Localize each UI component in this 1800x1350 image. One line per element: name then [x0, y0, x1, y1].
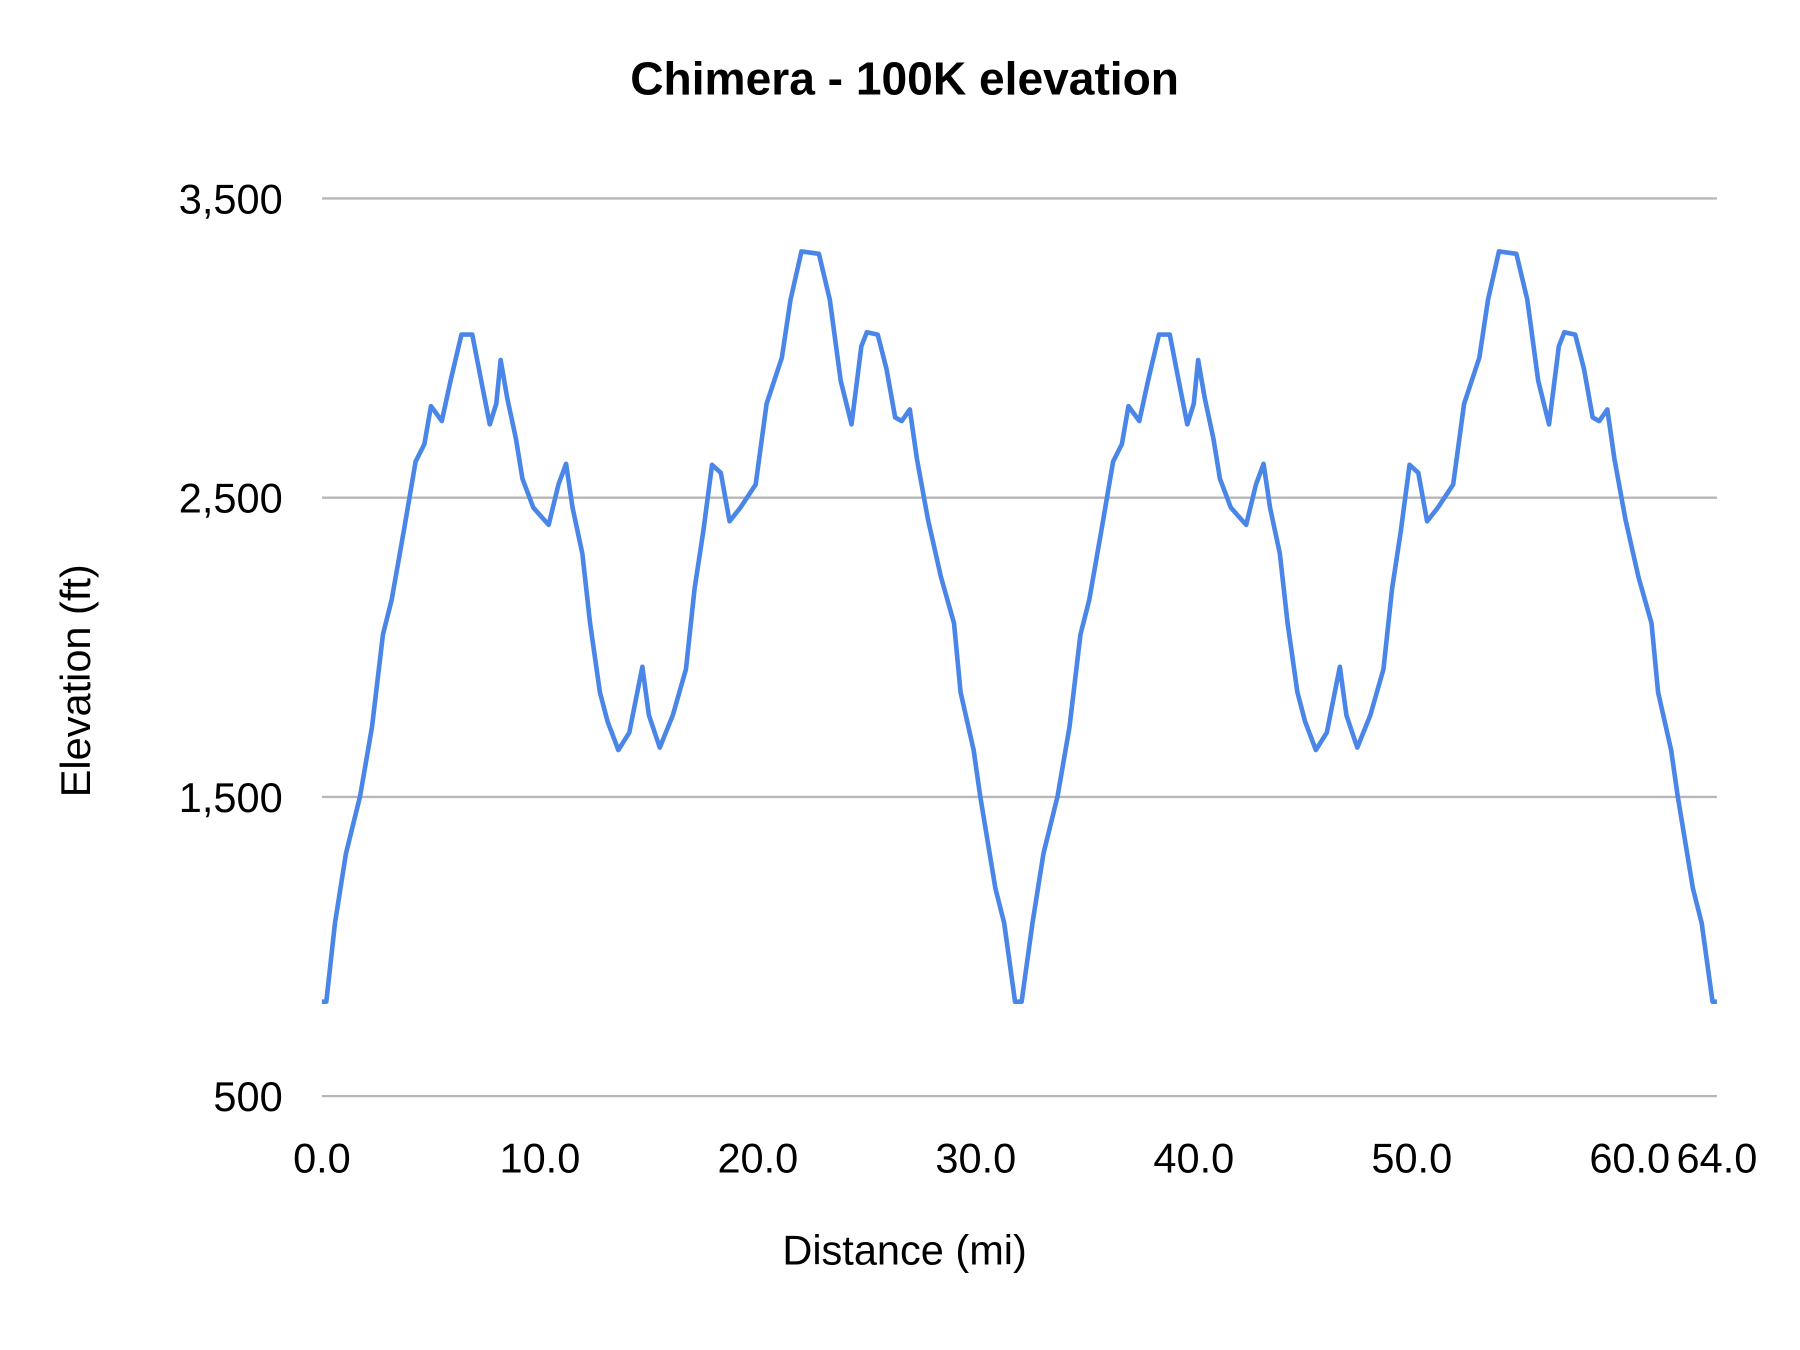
x-axis-label: Distance (mi): [782, 1227, 1027, 1274]
y-tick-label: 2,500: [179, 475, 283, 522]
x-tick-label: 64.0: [1677, 1134, 1758, 1181]
x-tick-label: 10.0: [499, 1134, 580, 1181]
gridlines: [321, 197, 1717, 1098]
x-tick-label: 20.0: [717, 1134, 798, 1181]
y-tick-label: 3,500: [179, 175, 283, 222]
y-tick-label: 500: [213, 1073, 282, 1120]
x-tick-label: 40.0: [1153, 1134, 1234, 1181]
x-tick-label: 30.0: [935, 1134, 1016, 1181]
series-line-elevation: [321, 249, 1717, 1004]
y-axis-ticks: 500 1,500 2,500 3,500: [179, 175, 283, 1120]
y-tick-label: 1,500: [179, 774, 283, 821]
y-axis-label: Elevation (ft): [52, 564, 99, 797]
chart-title: Chimera - 100K elevation: [630, 53, 1179, 105]
x-tick-label: 0.0: [293, 1134, 351, 1181]
x-axis-ticks: 0.0 10.0 20.0 30.0 40.0 50.0 60.0 64.0: [293, 1134, 1757, 1181]
x-tick-label: 60.0: [1589, 1134, 1670, 1181]
x-tick-label: 50.0: [1371, 1134, 1452, 1181]
